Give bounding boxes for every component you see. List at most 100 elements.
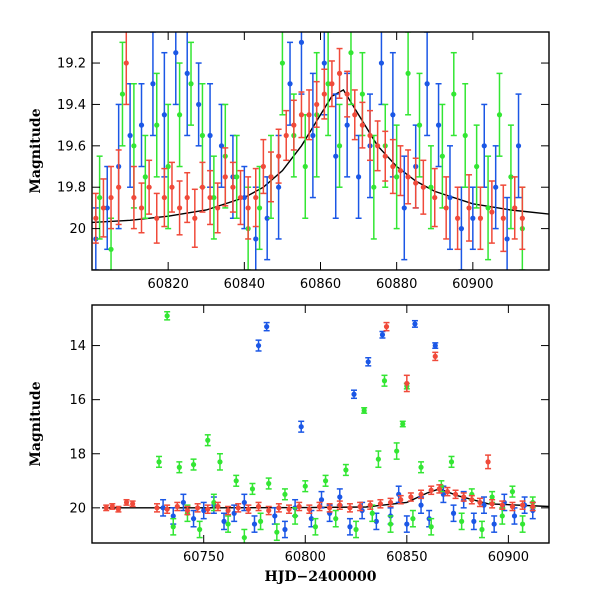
data-point [357,501,364,512]
y-tick-label: 18 [69,447,86,462]
data-point [342,463,349,477]
data-point [281,520,288,539]
data-point [207,169,214,226]
data-point [347,32,354,106]
data-point [325,32,332,137]
data-point [100,178,107,238]
data-point [146,159,153,215]
data-point [478,520,485,539]
data-point [287,41,294,126]
data-point [249,482,256,496]
data-point [489,498,496,509]
data-point [271,507,278,525]
data-point [222,147,229,207]
data-point [418,489,425,500]
data-point [204,434,211,447]
data-point [373,512,380,531]
data-point [431,167,438,228]
data-point [511,176,518,240]
data-point [491,515,498,533]
data-point [316,501,323,512]
data-point [477,186,484,251]
data-point [428,517,435,536]
data-point [336,103,343,188]
data-point [321,68,328,120]
data-point [204,504,211,514]
data-point [165,103,172,230]
data-point [504,196,511,270]
series-1 [156,311,536,543]
data-point [365,356,372,367]
data-point [403,515,410,533]
data-point [328,60,335,108]
data-point [397,494,404,505]
data-point [245,504,252,514]
data-point [273,523,280,542]
data-point [344,70,351,118]
data-point [123,498,130,506]
data-point [435,82,442,168]
data-point [473,124,480,209]
data-point [370,134,377,240]
data-point [129,500,136,508]
data-point [153,503,160,513]
data-point [432,351,439,362]
axes-frame [91,304,550,544]
data-point [290,99,297,151]
data-point [214,182,221,234]
data-point [184,505,191,516]
data-point [233,474,240,487]
data-point [378,32,385,106]
data-point [481,103,488,188]
data-point [221,512,228,531]
y-tick-label: 19.2 [57,57,86,72]
data-point [298,32,305,95]
data-point [407,492,414,502]
data-point [176,180,183,236]
data-point [218,103,225,188]
data-point [444,486,451,497]
data-point [184,32,191,137]
data-point [286,504,293,514]
y-axis-title: Magnitude [28,381,44,466]
x-tick-label: 60840 [224,277,265,292]
data-point [216,453,223,471]
data-point [233,134,240,220]
data-point [172,32,179,106]
data-point [312,517,319,536]
y-tick-label: 14 [69,339,86,354]
data-point [164,504,171,514]
plot-area [102,311,549,543]
data-point [367,500,374,510]
data-point [383,321,390,332]
data-point [468,494,475,505]
data-point [153,192,160,244]
data-point [115,149,122,226]
data-point [452,489,459,500]
data-point [96,155,103,240]
data-point [275,128,282,184]
data-point [336,47,343,99]
data-point [263,321,270,332]
data-point [174,501,181,512]
data-point [411,319,418,328]
data-point [450,504,457,523]
bottom-panel: 60750 60800 60850 60900 14 16 18 20 Magnitude HJD… [28,304,550,585]
data-point [389,138,396,195]
data-point [265,505,272,516]
data-point [237,169,244,226]
data-point [188,41,195,126]
data-point [418,461,425,474]
data-point [470,512,477,531]
x-tick-label: 60900 [452,277,493,292]
data-point [519,515,526,533]
data-point [257,512,264,531]
data-point [306,504,313,514]
data-point [292,507,299,525]
data-point [412,157,419,209]
data-point [326,503,333,513]
data-point [123,32,130,106]
data-point [298,420,305,433]
series-2 [103,321,536,516]
data-point [298,91,305,139]
